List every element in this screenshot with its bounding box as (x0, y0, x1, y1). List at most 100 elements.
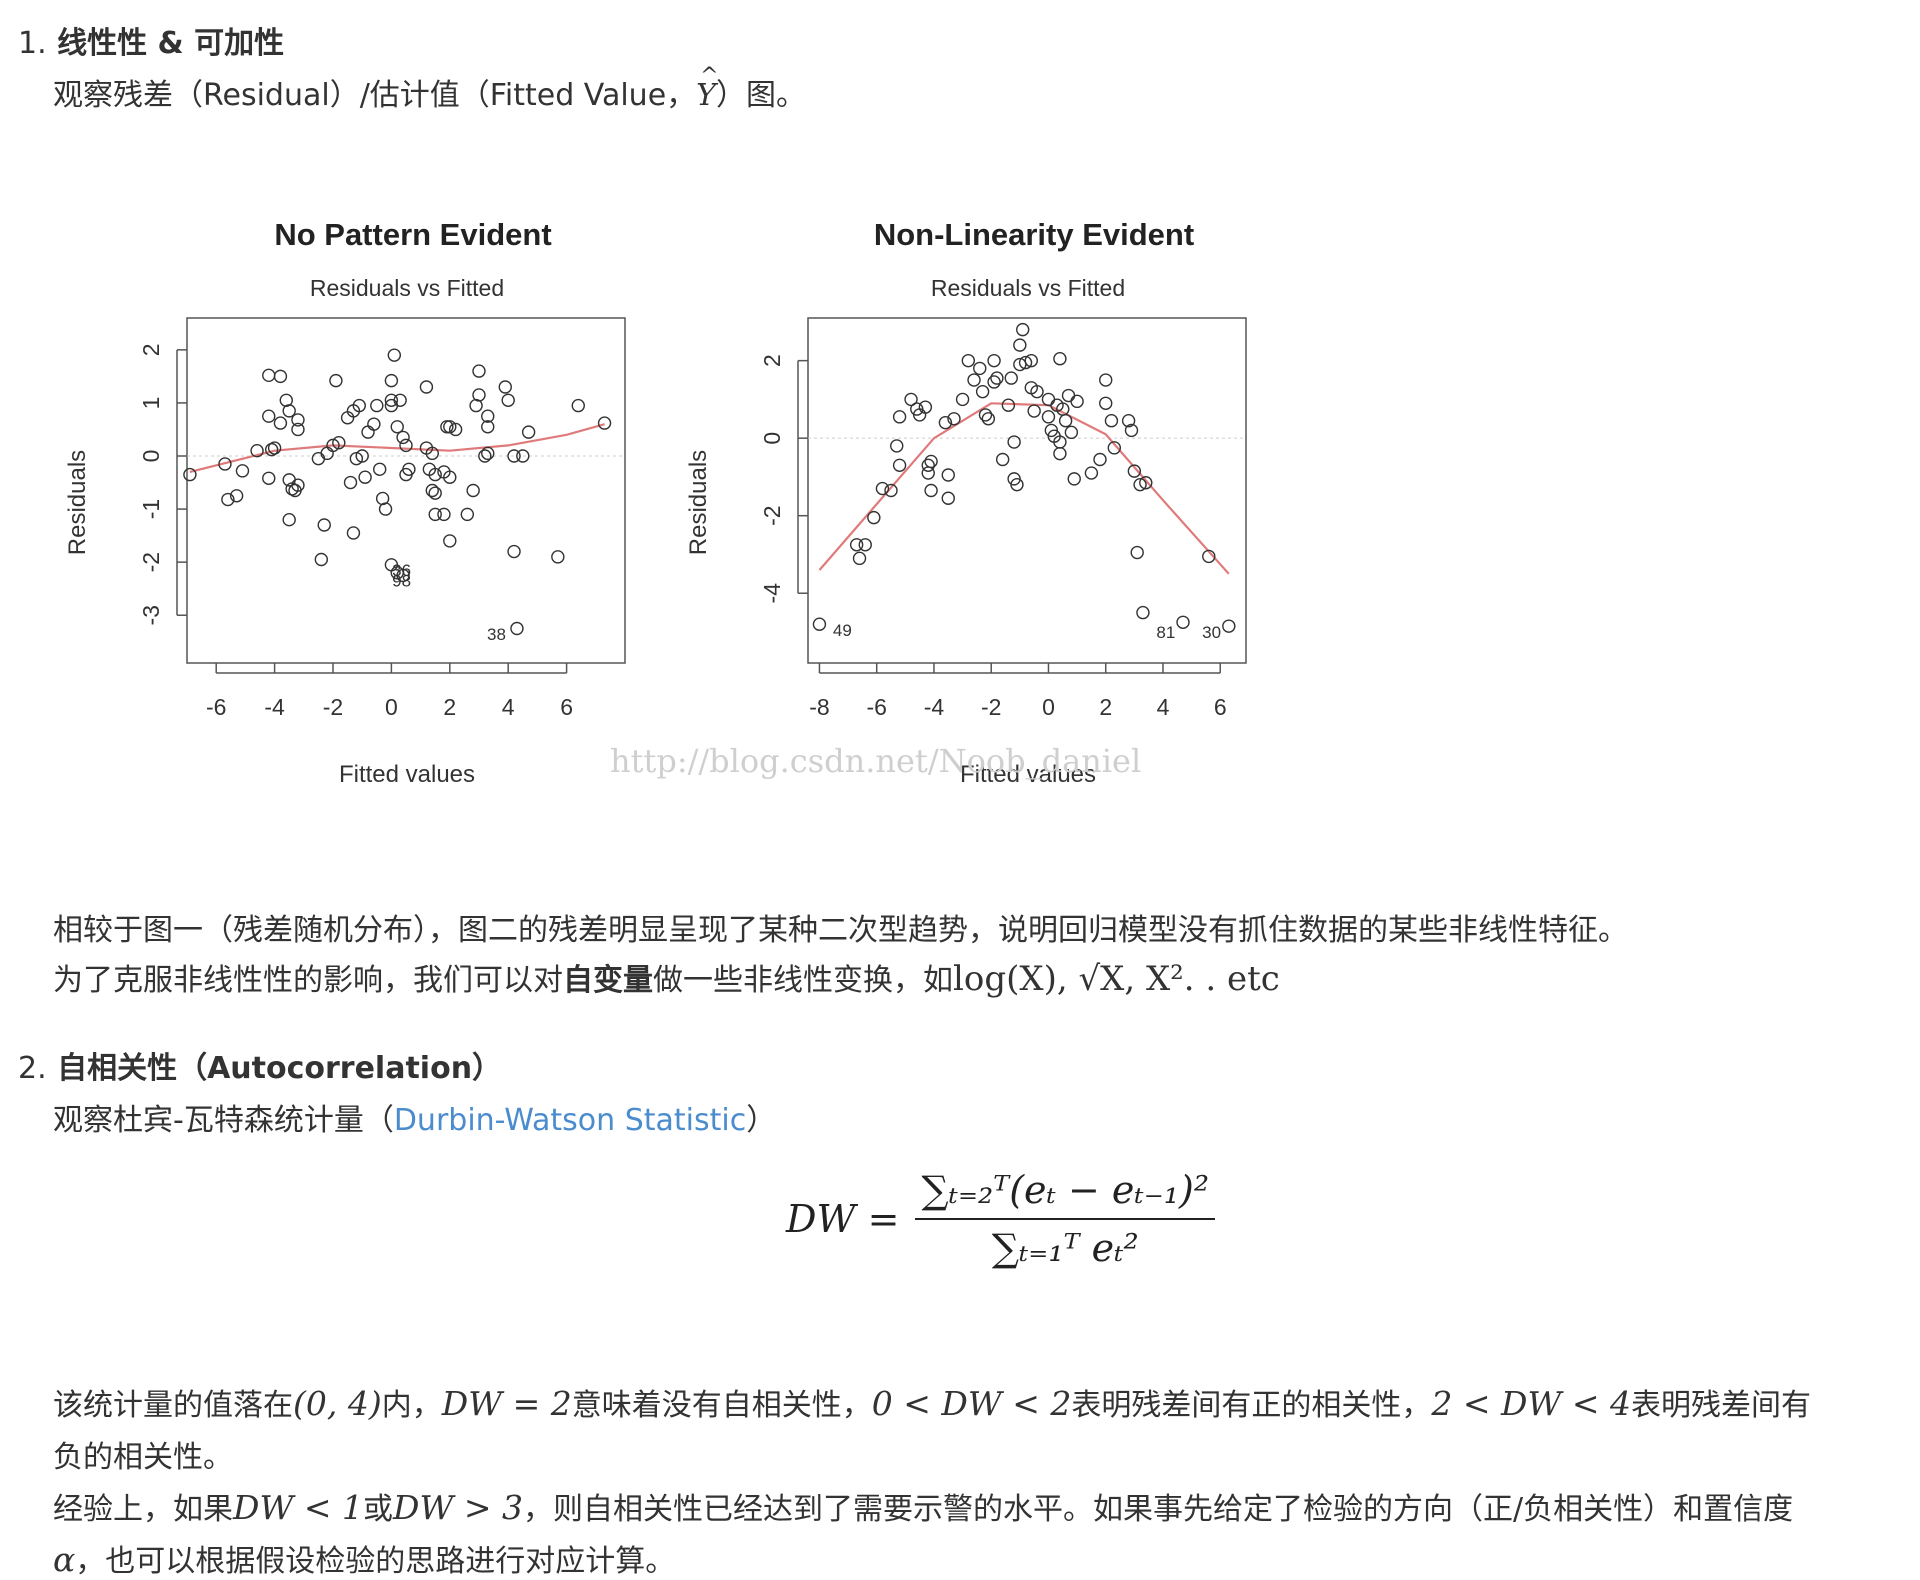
math-dw-positive: 0 < DW < 2 (871, 1384, 1072, 1423)
math-dw-greater-3: DW > 3 (393, 1488, 524, 1527)
data-point (551, 550, 565, 564)
data-point (1067, 472, 1081, 486)
data-point (1041, 392, 1056, 407)
x-tick-label: -8 (809, 694, 829, 720)
data-point (428, 486, 442, 500)
x-tick-label: 2 (443, 694, 456, 720)
chart-subtitle: Residuals vs Fitted (931, 275, 1125, 301)
data-point (317, 518, 331, 532)
data-point (941, 491, 955, 505)
durbin-watson-link[interactable]: Durbin-Watson Statistic (393, 1103, 747, 1138)
data-point (262, 471, 276, 485)
section1-number: 1. (18, 26, 47, 61)
y-tick-label: -4 (759, 583, 785, 604)
data-point (507, 544, 521, 559)
data-point (387, 348, 402, 362)
data-point (390, 566, 404, 580)
data-point (229, 489, 244, 503)
text-segment: 表明残差间有正的相关性， (1071, 1388, 1432, 1423)
data-point (516, 449, 530, 463)
section1-heading: 1. 线性性 & 可加性 (18, 18, 284, 62)
y-tick-label: 1 (138, 397, 164, 410)
data-point (1099, 373, 1113, 387)
section1-para2-prefix: 为了克服非线性性的影响，我们可以对 (53, 963, 563, 998)
y-tick-label: 2 (138, 343, 164, 356)
y-tick-label: -1 (138, 499, 164, 519)
data-point (291, 478, 305, 492)
data-point (1104, 414, 1119, 428)
data-point (521, 425, 536, 439)
section1-intro-prefix: 观察残差（Residual）/估计值（Fitted Value， (53, 78, 697, 113)
math-alpha: α (53, 1540, 76, 1579)
y-tick-label: 0 (759, 432, 785, 445)
data-point (332, 436, 346, 450)
data-point (235, 464, 250, 478)
x-tick-label: -2 (981, 694, 1001, 720)
data-point (890, 439, 904, 453)
section2-heading: 2. 自相关性（Autocorrelation） (18, 1043, 502, 1087)
plot-no-pattern: No Pattern Evident Residuals vs Fitted -6 -… (64, 217, 626, 788)
section1-intro-suffix: ）图。 (715, 78, 806, 113)
data-point (373, 462, 387, 476)
data-point (367, 417, 381, 431)
data-point (384, 373, 399, 388)
data-point (361, 425, 375, 439)
data-point (355, 449, 369, 463)
section1-para2-mid: 做一些非线性变换，如 (653, 963, 953, 998)
y-axis-label: Residuals (685, 450, 712, 555)
section1-intro: 观察残差（Residual）/估计值（Fitted Value，Y）图。 (53, 64, 806, 114)
outlier-label: 81 (1156, 623, 1175, 642)
data-point (428, 507, 442, 522)
y-tick-label: -2 (759, 505, 785, 525)
y-tick-label: -2 (138, 552, 164, 572)
data-point (346, 526, 361, 540)
watermark-text: http://blog.csdn.net/Noob_daniel (610, 742, 1141, 780)
data-point (1121, 414, 1136, 428)
data-point (941, 468, 955, 482)
x-axis-label: Fitted values (960, 761, 1096, 788)
x-tick-label: -4 (924, 694, 945, 720)
x-axis-label: Fitted values (339, 761, 475, 788)
section1-para2: 为了克服非线性性的影响，我们可以对自变量做一些非线性变换，如log(X), √X… (53, 955, 1280, 999)
text-segment: 内， (381, 1388, 442, 1423)
section1-para2-bold: 自变量 (563, 963, 653, 998)
text-segment: 意味着没有自相关性， (571, 1388, 872, 1423)
data-point (326, 438, 340, 453)
data-point (460, 507, 475, 522)
data-point (904, 392, 918, 407)
data-point (1133, 477, 1147, 492)
x-tick-label: -6 (866, 694, 886, 720)
x-tick-label: 2 (1099, 694, 1112, 720)
data-point (597, 416, 612, 430)
data-point (921, 458, 935, 473)
data-point (884, 483, 898, 498)
outlier-label: 38 (487, 625, 506, 644)
data-point (892, 458, 907, 473)
data-point (320, 446, 334, 461)
data-point (478, 449, 492, 463)
data-point (918, 400, 933, 414)
transform-examples-math: log(X), √X, X². . etc (953, 959, 1280, 999)
data-point (1018, 355, 1033, 370)
data-point (425, 446, 439, 461)
data-point (1016, 322, 1030, 337)
data-point (183, 467, 197, 482)
data-point (924, 483, 938, 498)
section2-para2-line1: 经验上，如果DW < 1或DW > 3，则自相关性已经达到了需要示警的水平。如果… (53, 1484, 1793, 1528)
text-segment: 该统计量的值落在 (53, 1388, 293, 1423)
data-point (481, 420, 495, 434)
math-range: (0, 4) (293, 1384, 382, 1423)
data-point (1084, 466, 1099, 480)
y-tick-label: 2 (759, 354, 785, 367)
dw-numerator: ∑ₜ₌₂ᵀ(eₜ − eₜ₋₁)² (915, 1168, 1216, 1220)
data-point (370, 398, 384, 413)
data-point (1127, 464, 1142, 478)
data-point (1222, 619, 1236, 633)
dw-fraction: ∑ₜ₌₂ᵀ(eₜ − eₜ₋₁)² ∑ₜ₌₁ᵀ eₜ² (915, 1168, 1216, 1270)
outlier-label: 36 (392, 561, 411, 580)
data-point (892, 410, 907, 424)
data-point (262, 409, 276, 423)
data-point (291, 422, 305, 437)
y-tick-label: 0 (138, 450, 164, 463)
data-point (250, 443, 264, 458)
